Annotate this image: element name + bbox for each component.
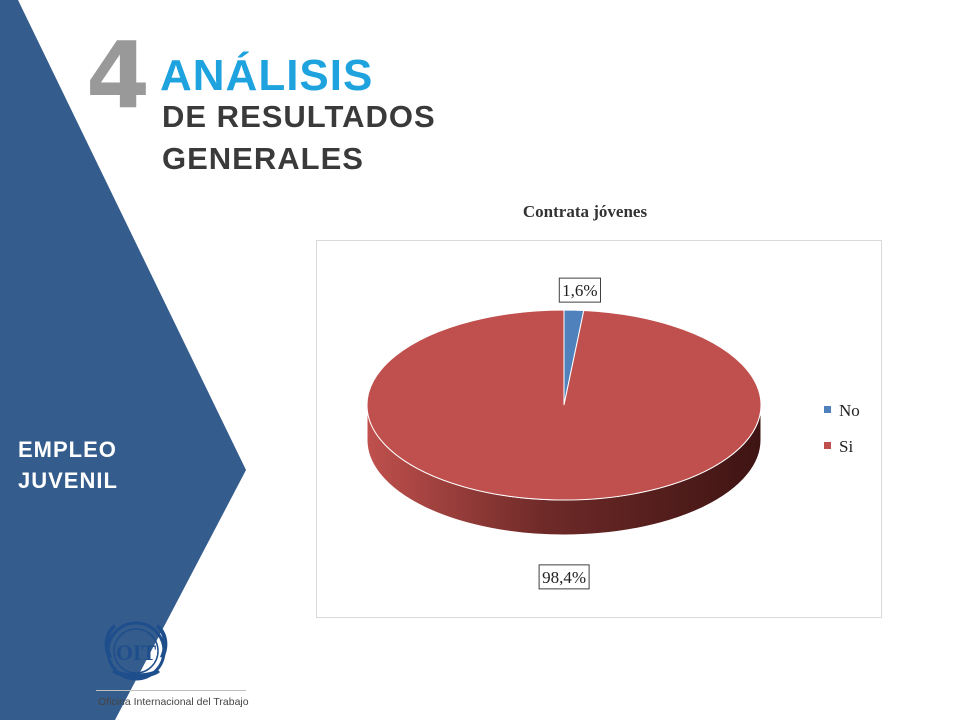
logo-divider: [96, 690, 246, 691]
logo-caption: Oficina Internacional del Trabajo: [98, 696, 249, 708]
oit-logo: OIT: [104, 621, 168, 681]
sidebar-label-line2: JUVENIL: [18, 468, 118, 493]
sidebar-panel: [0, 0, 246, 720]
pie-chart: 1,6% 98,4% No Si: [366, 277, 860, 590]
chart-title: Contrata jóvenes: [522, 202, 648, 221]
page-subtitle-line2: GENERALES: [162, 141, 364, 176]
pie-slice-si: [366, 309, 762, 501]
page-title: ANÁLISIS: [160, 51, 374, 100]
data-label-no-box: [558, 277, 601, 303]
legend-swatch-no: [824, 406, 831, 413]
legend-swatch-si: [824, 442, 831, 449]
section-number: 4: [86, 22, 151, 129]
sidebar-label-line1: EMPLEO: [18, 437, 117, 462]
chart-frame: [316, 240, 882, 618]
legend-label-si: Si: [839, 437, 853, 456]
sidebar-label: EMPLEO JUVENIL: [18, 434, 118, 496]
legend-label-no: No: [839, 401, 860, 420]
data-label-si: 98,4%: [542, 568, 586, 587]
oit-logo-mark: OIT: [116, 640, 157, 665]
page-subtitle-line1: DE RESULTADOS: [162, 99, 436, 134]
data-label-si-box: [538, 564, 590, 590]
data-label-no: 1,6%: [562, 281, 597, 300]
